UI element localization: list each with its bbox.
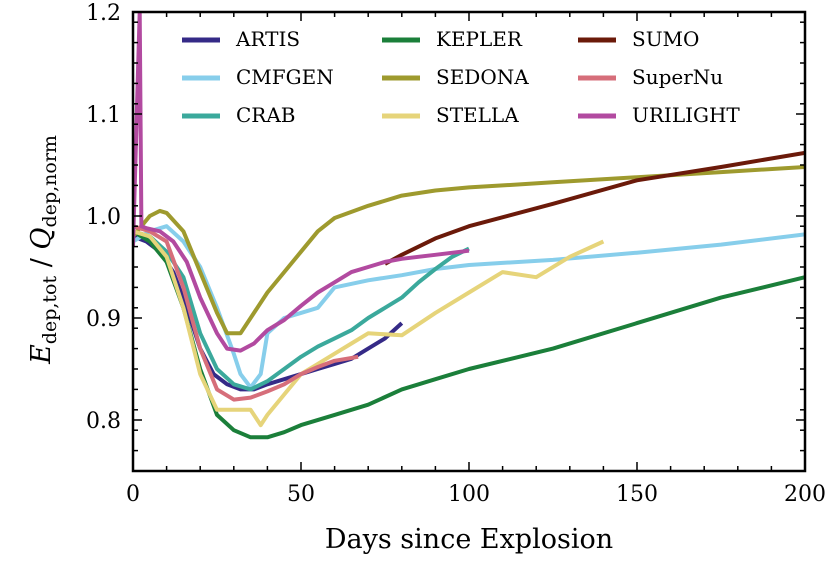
- series-line-sumo: [384, 150, 805, 266]
- y-label-subscript-1: dep,tot: [39, 276, 61, 345]
- legend-item-urilight: URILIGHT: [578, 103, 740, 127]
- x-tick-label: 0: [126, 482, 140, 507]
- x-tick-label: 50: [287, 482, 315, 507]
- series-line-supernu: [133, 224, 359, 402]
- y-label-symbol-e: E: [26, 344, 57, 365]
- series-line-urilight: [133, 12, 470, 353]
- legend-label: SEDONA: [436, 65, 529, 89]
- y-tick-label: 0.8: [86, 409, 121, 434]
- legend-item-kepler: KEPLER: [382, 27, 523, 51]
- plot-lines: [133, 12, 805, 440]
- legend-item-artis: ARTIS: [182, 27, 300, 51]
- legend-label: SuperNu: [632, 65, 723, 89]
- legend-item-crab: CRAB: [182, 103, 296, 127]
- legend-label: ARTIS: [235, 27, 300, 51]
- legend-item-sumo: SUMO: [578, 27, 699, 51]
- y-label-subscript-2: dep,norm: [39, 135, 61, 227]
- y-label-separator: /: [26, 250, 57, 276]
- legend-item-stella: STELLA: [382, 103, 519, 127]
- x-tick-label: 200: [784, 482, 826, 507]
- legend-label: STELLA: [436, 103, 519, 127]
- legend-label: KEPLER: [436, 27, 523, 51]
- legend-label: CRAB: [236, 103, 296, 127]
- y-label-symbol-q: Q: [26, 227, 57, 249]
- series-line-crab: [133, 229, 470, 392]
- tick-labels: 0 50 100 150 200 0.8 0.9 1.0 1.1 1.2: [86, 1, 826, 507]
- legend: ARTIS CMFGEN CRAB KEPLER SEDONA STELLA SUMO Sup…: [182, 27, 740, 127]
- legend-item-sedona: SEDONA: [382, 65, 529, 89]
- x-tick-label: 150: [616, 482, 658, 507]
- legend-item-cmfgen: CMFGEN: [182, 65, 334, 89]
- legend-label: URILIGHT: [632, 103, 740, 127]
- legend-label: CMFGEN: [236, 65, 334, 89]
- series-line-sedona: [133, 165, 805, 336]
- x-tick-label: 100: [448, 482, 490, 507]
- legend-label: SUMO: [632, 27, 699, 51]
- y-axis-label: Edep,tot / Qdep,norm: [26, 135, 61, 365]
- axis-ticks: [132, 11, 806, 472]
- x-axis-label: Days since Explosion: [325, 524, 613, 555]
- y-tick-label: 1.2: [86, 1, 121, 26]
- y-tick-label: 1.1: [86, 103, 121, 128]
- y-tick-label: 1.0: [86, 205, 121, 230]
- y-tick-label: 0.9: [86, 307, 121, 332]
- legend-item-supernu: SuperNu: [578, 65, 723, 89]
